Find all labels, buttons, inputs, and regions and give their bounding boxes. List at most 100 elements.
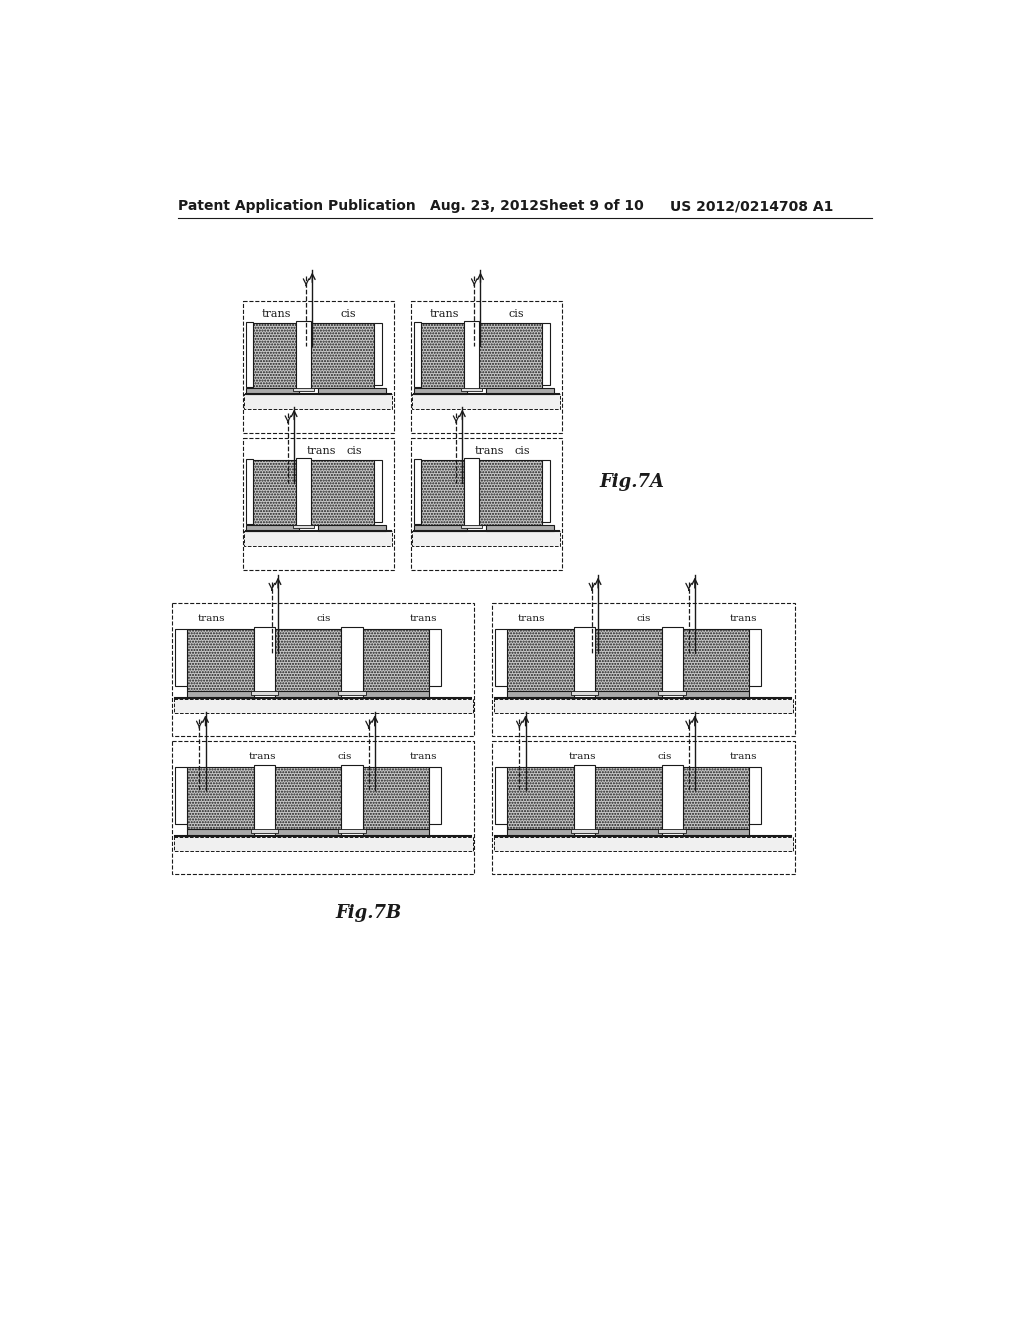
Text: cis: cis (341, 309, 356, 319)
Bar (429, 767, 441, 824)
Bar (573, 764, 595, 830)
Bar (413, 395, 560, 409)
Bar (461, 525, 482, 528)
Text: trans: trans (475, 446, 504, 457)
Bar (310, 323, 374, 388)
Bar (507, 829, 573, 836)
Bar (244, 532, 392, 546)
Bar (243, 438, 394, 570)
Bar (274, 829, 341, 836)
Bar (341, 764, 362, 830)
Bar (479, 323, 543, 388)
Bar (253, 323, 296, 388)
Bar (414, 388, 467, 393)
Bar (246, 388, 299, 393)
Bar (414, 322, 422, 387)
Bar (296, 321, 310, 389)
Text: US 2012/0214708 A1: US 2012/0214708 A1 (671, 199, 834, 213)
Bar (411, 438, 562, 570)
Text: trans: trans (729, 614, 757, 623)
Bar (493, 742, 795, 874)
Text: cis: cis (509, 309, 524, 319)
Bar (658, 692, 686, 696)
Bar (187, 628, 254, 692)
Bar (422, 323, 464, 388)
Bar (187, 767, 254, 829)
Bar (414, 459, 422, 524)
Bar (318, 388, 386, 393)
Text: cis: cis (657, 752, 672, 760)
Bar (570, 692, 598, 696)
Bar (411, 301, 562, 433)
Bar (595, 829, 662, 836)
Bar (244, 395, 392, 409)
Text: trans: trans (729, 752, 757, 760)
Text: cis: cis (636, 614, 650, 623)
Bar (243, 301, 394, 433)
Bar (429, 628, 441, 686)
Bar (187, 829, 254, 836)
Bar (683, 692, 750, 698)
Bar (338, 692, 366, 696)
Bar (172, 742, 474, 874)
Text: cis: cis (337, 752, 351, 760)
Bar (374, 323, 382, 385)
Bar (595, 628, 662, 692)
Text: trans: trans (410, 614, 437, 623)
Bar (362, 692, 429, 698)
Bar (573, 627, 595, 693)
Bar (507, 692, 573, 698)
Text: trans: trans (410, 752, 437, 760)
Text: trans: trans (569, 752, 597, 760)
Text: trans: trans (518, 614, 546, 623)
Bar (750, 628, 761, 686)
Bar (310, 461, 374, 525)
Bar (175, 767, 187, 824)
Bar (464, 458, 479, 527)
Bar (496, 767, 507, 824)
Bar (246, 459, 253, 524)
Text: cis: cis (316, 614, 331, 623)
Bar (362, 628, 429, 692)
Bar (494, 700, 793, 713)
Bar (662, 764, 683, 830)
Bar (658, 829, 686, 833)
Bar (274, 767, 341, 829)
Text: Sheet 9 of 10: Sheet 9 of 10 (539, 199, 643, 213)
Bar (293, 525, 313, 528)
Bar (251, 692, 278, 696)
Bar (246, 525, 299, 531)
Bar (543, 323, 550, 385)
Bar (246, 322, 253, 387)
Text: Fig.7A: Fig.7A (599, 473, 665, 491)
Bar (595, 692, 662, 698)
Text: trans: trans (261, 309, 291, 319)
Bar (362, 767, 429, 829)
Bar (464, 321, 479, 389)
Text: trans: trans (249, 752, 276, 760)
Bar (422, 461, 464, 525)
Bar (254, 627, 274, 693)
Bar (274, 692, 341, 698)
Bar (362, 829, 429, 836)
Bar (486, 388, 554, 393)
Bar (486, 525, 554, 531)
Bar (296, 458, 310, 527)
Bar (187, 692, 254, 698)
Bar (507, 628, 573, 692)
Bar (683, 628, 750, 692)
Bar (318, 525, 386, 531)
Bar (479, 461, 543, 525)
Bar (595, 767, 662, 829)
Bar (254, 764, 274, 830)
Bar (683, 767, 750, 829)
Bar (496, 628, 507, 686)
Bar (293, 388, 313, 391)
Bar (493, 603, 795, 737)
Bar (374, 461, 382, 523)
Bar (683, 829, 750, 836)
Text: Patent Application Publication: Patent Application Publication (178, 199, 416, 213)
Text: trans: trans (198, 614, 225, 623)
Text: trans: trans (306, 446, 336, 457)
Bar (274, 628, 341, 692)
